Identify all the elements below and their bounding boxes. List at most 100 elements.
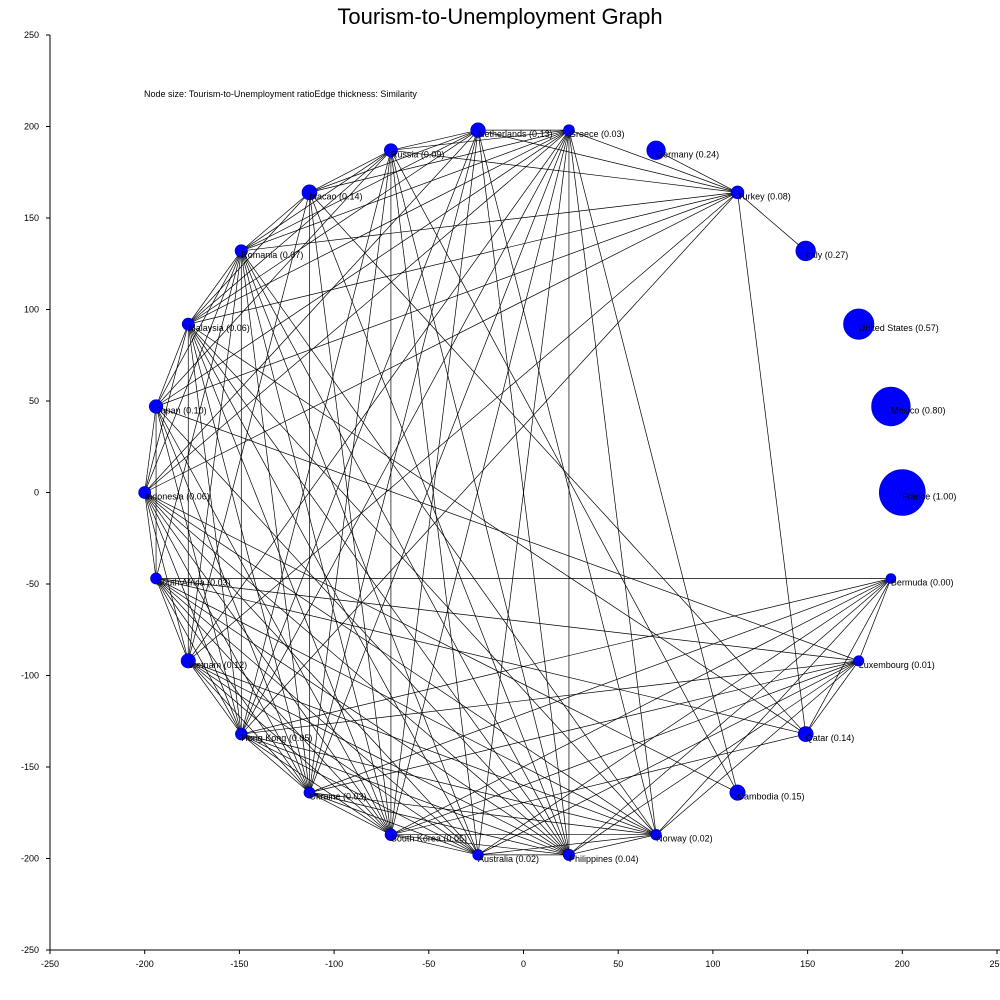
- edge-netherlands-romania: [241, 129, 479, 252]
- edge-indonesia-vietnam: [144, 492, 189, 661]
- edge-indonesia-ukraine: [144, 492, 310, 793]
- node-france: [878, 469, 926, 516]
- node-label-norway: Norway (0.02): [656, 834, 713, 844]
- edge-greece-japan: [155, 129, 570, 407]
- edge-malaysia-south-korea: [187, 324, 392, 835]
- edge-romania-malaysia: [187, 250, 242, 325]
- node-south-africa: [150, 572, 162, 585]
- x-tick-label: 150: [800, 959, 815, 969]
- edge-greece-hong-kong: [240, 129, 570, 735]
- node-label-russia: Russia (0.09): [391, 149, 445, 159]
- edge-russia-australia: [390, 150, 479, 855]
- edge-hong-kong-bermuda: [241, 578, 892, 735]
- node-label-greece: Greece (0.03): [569, 129, 625, 139]
- edge-romania-south-africa: [155, 250, 242, 579]
- edge-ukraine-luxembourg: [309, 660, 859, 793]
- edge-vietnam-philippines: [188, 660, 570, 856]
- edge-japan-ukraine: [155, 406, 310, 793]
- x-tick-label: -200: [136, 959, 154, 969]
- edge-turkey-malaysia: [188, 192, 738, 325]
- edge-ukraine-bermuda: [309, 578, 892, 793]
- edge-philippines-norway: [568, 834, 657, 856]
- edge-netherlands-norway: [477, 130, 657, 835]
- x-tick-label: 100: [705, 959, 720, 969]
- edge-hong-kong-norway: [241, 733, 657, 836]
- node-australia: [472, 849, 484, 861]
- edge-greece-vietnam: [187, 129, 570, 662]
- node-south-korea: [384, 828, 398, 841]
- node-label-ukraine: Ukraine (0.03): [309, 792, 366, 802]
- edge-turkey-qatar: [737, 192, 807, 735]
- edge-australia-bermuda: [477, 578, 892, 856]
- edge-indonesia-philippines: [144, 492, 570, 856]
- y-tick-label: -200: [21, 854, 39, 864]
- node-macao: [301, 184, 318, 201]
- node-label-japan: Japan (0.10): [156, 405, 207, 415]
- edge-qatar-bermuda: [805, 578, 892, 735]
- node-germany: [646, 140, 666, 160]
- node-label-germany: Germany (0.24): [656, 149, 719, 159]
- edge-ukraine-australia: [309, 792, 479, 856]
- edge-romania-vietnam: [187, 250, 242, 661]
- edge-malaysia-indonesia: [144, 324, 189, 493]
- edge-qatar-luxembourg: [805, 660, 860, 735]
- edge-russia-macao: [309, 149, 392, 193]
- node-label-italy: Italy (0.27): [806, 250, 849, 260]
- x-tick-label: 200: [895, 959, 910, 969]
- edge-japan-luxembourg: [155, 406, 859, 662]
- node-greece: [563, 124, 575, 137]
- edge-greece-russia: [390, 129, 569, 151]
- chart-note: Node size: Tourism-to-Unemployment ratio…: [144, 89, 417, 99]
- node-label-philippines: Philippines (0.04): [569, 854, 639, 864]
- edge-russia-cambodia: [390, 150, 738, 793]
- edge-netherlands-malaysia: [188, 129, 479, 325]
- node-label-turkey: Turkey (0.08): [738, 191, 791, 201]
- x-tick-label: 50: [613, 959, 623, 969]
- edge-turkey-indonesia: [144, 192, 738, 493]
- node-label-luxembourg: Luxembourg (0.01): [859, 660, 935, 670]
- node-label-indonesia: Indonesia (0.06): [145, 492, 210, 502]
- edge-ukraine-norway: [309, 792, 657, 836]
- x-tick-label: -50: [422, 959, 435, 969]
- edge-italy-turkey: [737, 192, 806, 252]
- y-tick-label: -100: [21, 671, 39, 681]
- x-tick-label: -250: [41, 959, 59, 969]
- edge-vietnam-norway: [188, 660, 657, 836]
- edge-macao-malaysia: [188, 192, 310, 325]
- edge-south-korea-australia: [390, 834, 479, 856]
- node-label-mexico: Mexico (0.80): [891, 405, 946, 415]
- node-netherlands: [470, 122, 486, 138]
- edge-south-africa-australia: [155, 578, 479, 856]
- edge-romania-indonesia: [144, 250, 242, 493]
- node-label-netherlands: Netherlands (0.13): [478, 129, 553, 139]
- edge-vietnam-australia: [188, 660, 479, 856]
- x-tick-label: -150: [230, 959, 248, 969]
- node-malaysia: [181, 317, 195, 331]
- edge-netherlands-south-korea: [390, 130, 479, 835]
- edge-south-korea-philippines: [390, 834, 569, 856]
- edge-malaysia-japan: [155, 324, 189, 407]
- edge-japan-south-korea: [155, 406, 392, 835]
- edge-greece-malaysia: [188, 129, 570, 325]
- edge-south-africa-ukraine: [155, 578, 310, 793]
- node-turkey: [730, 185, 745, 200]
- node-label-qatar: Qatar (0.14): [806, 733, 855, 743]
- edge-netherlands-ukraine: [309, 130, 479, 793]
- edge-turkey-netherlands: [477, 129, 738, 193]
- x-tick-label: -100: [325, 959, 343, 969]
- edge-australia-norway: [478, 834, 657, 856]
- x-tick-label: 250: [989, 959, 1000, 969]
- edge-hong-kong-luxembourg: [241, 660, 859, 735]
- edge-ukraine-philippines: [309, 792, 570, 856]
- edge-romania-norway: [241, 250, 657, 835]
- node-label-malaysia: Malaysia (0.06): [188, 323, 250, 333]
- edge-south-africa-vietnam: [155, 578, 189, 661]
- edge-indonesia-cambodia: [144, 492, 738, 793]
- edge-malaysia-hong-kong: [187, 324, 242, 735]
- edge-philippines-bermuda: [568, 578, 892, 856]
- edge-vietnam-hong-kong: [187, 660, 242, 735]
- edge-greece-cambodia: [568, 130, 738, 793]
- edge-south-africa-south-korea: [155, 578, 392, 835]
- edge-greece-south-korea: [390, 130, 570, 835]
- node-bermuda: [885, 573, 897, 584]
